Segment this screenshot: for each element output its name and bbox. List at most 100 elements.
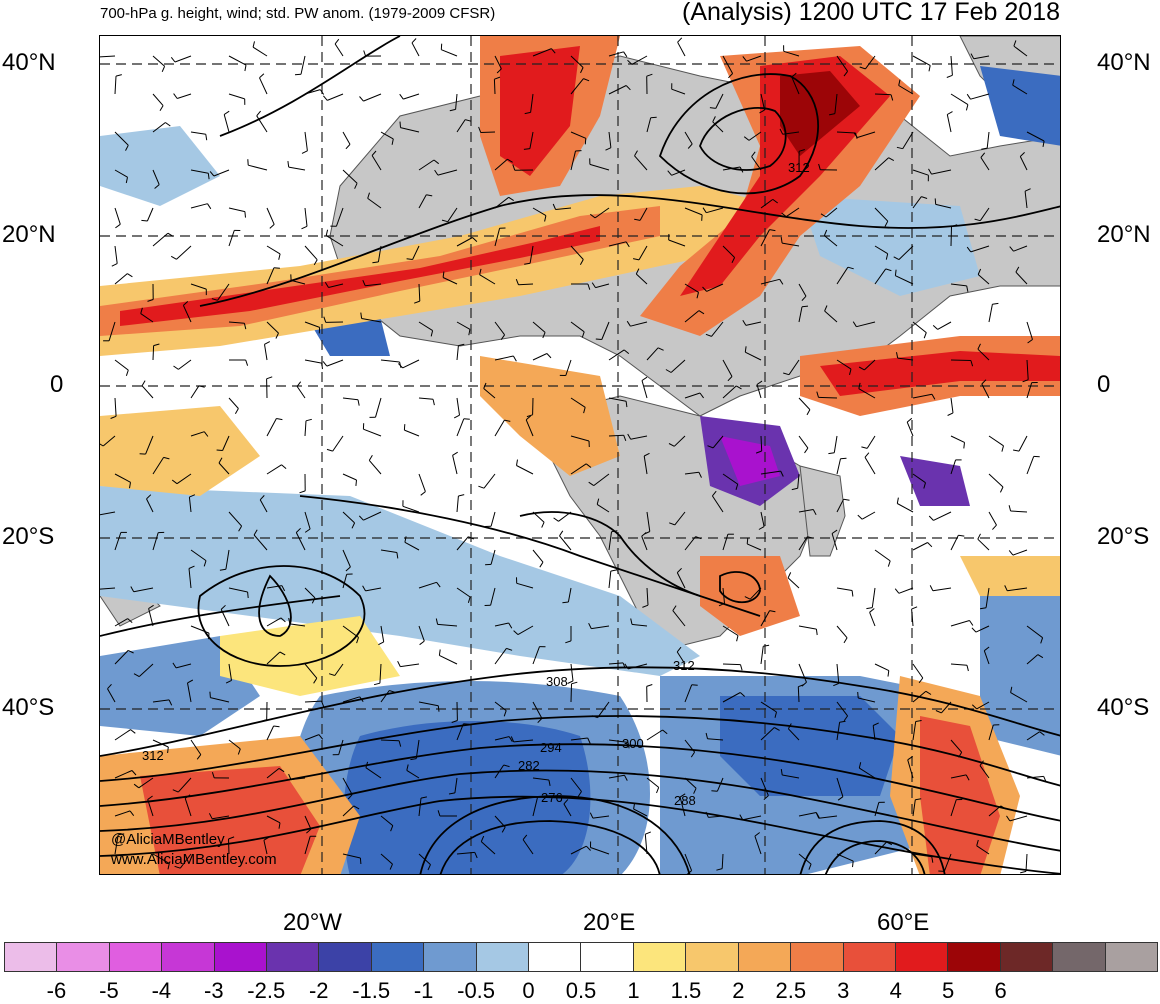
wind-barb-flag (807, 410, 810, 415)
wind-barb-flag (924, 333, 926, 339)
wind-barb-flag (747, 538, 748, 544)
wind-barb (267, 465, 282, 474)
wind-barb (971, 94, 990, 99)
lat-label-left: 40°N (2, 51, 56, 75)
wind-barb (376, 398, 382, 417)
wind-barb (951, 621, 970, 627)
colorbar-cell (57, 943, 109, 971)
wind-barb (875, 550, 890, 561)
wind-barb (533, 354, 547, 361)
wind-barb (327, 94, 343, 100)
wind-barb (115, 398, 116, 416)
wind-barb (412, 43, 419, 56)
wind-barb (875, 664, 889, 671)
wind-barb-flag (478, 486, 484, 488)
wind-barb-flag (841, 458, 847, 459)
wind-barb-flag (861, 447, 867, 449)
colorbar-label: 0 (522, 978, 534, 1004)
wind-barb-flag (323, 96, 327, 101)
wind-barb-flag (420, 641, 425, 645)
wind-barb-flag (554, 518, 559, 521)
wind-barb (400, 664, 419, 667)
wind-barb-flag (112, 264, 117, 267)
wind-barb (229, 94, 245, 99)
lat-label-left: 20°N (2, 223, 56, 247)
wind-barb-flag (852, 591, 853, 597)
wind-barb (913, 664, 923, 678)
wind-barb-flag (947, 112, 952, 115)
colorbar-label: -2.5 (247, 978, 285, 1004)
wind-barb-flag (645, 832, 651, 834)
wind-barb (484, 474, 495, 488)
contour-label: 312 (673, 658, 695, 673)
wind-barb-flag (433, 399, 434, 405)
wind-barb (899, 588, 913, 593)
wind-barb-flag (253, 41, 254, 47)
wind-barb-flag (454, 415, 459, 418)
wind-barb (178, 360, 191, 369)
wind-barb-flag (888, 671, 889, 677)
wind-barb (933, 512, 951, 520)
wind-barb (951, 227, 952, 247)
colorbar-label: 2.5 (776, 978, 807, 1004)
wind-barb (571, 684, 572, 702)
colorbar-label: 0.5 (566, 978, 597, 1004)
wind-barb (175, 56, 191, 62)
colorbar-cell (844, 943, 896, 971)
wind-barb (870, 612, 875, 626)
wind-barb (457, 346, 458, 360)
lat-label-right: 0 (1097, 373, 1110, 397)
wind-barb (305, 246, 317, 260)
wind-barb (115, 76, 116, 94)
wind-barb-flag (929, 516, 933, 520)
wind-barb-flag (802, 306, 808, 307)
lat-label-right: 40°S (1097, 696, 1149, 720)
contour-label: 288 (674, 793, 696, 808)
wind-barb-flag (326, 230, 327, 236)
wind-barb-flag (421, 492, 426, 496)
wind-barb (229, 208, 245, 212)
right-title: (Analysis) 1200 UTC 17 Feb 2018 (682, 0, 1060, 27)
wind-barb-flag (400, 94, 404, 99)
wind-barb (260, 78, 268, 94)
wind-barb-flag (265, 342, 270, 345)
wind-barb (799, 398, 810, 410)
colorbar-cell (1106, 943, 1157, 971)
lon-label: 60°E (877, 909, 929, 937)
wind-barb-flag (295, 74, 301, 75)
wind-barb-flag (257, 111, 261, 116)
wind-barb (495, 420, 504, 436)
wind-barb (267, 419, 276, 437)
wind-barb (253, 47, 267, 56)
colorbar-label: 6 (995, 978, 1007, 1004)
wind-barb (343, 474, 357, 480)
colorbar-label: -0.5 (457, 978, 495, 1004)
wind-barb-flag (958, 535, 964, 536)
wind-barb-flag (1013, 450, 1019, 451)
wind-barb (333, 436, 343, 451)
wind-barb (191, 204, 208, 208)
wind-barb-flag (160, 106, 163, 111)
wind-barb (867, 436, 875, 448)
wind-barb (224, 115, 229, 133)
wind-barb-flag (235, 409, 238, 414)
wind-barb-flag (162, 66, 164, 72)
wind-barb (819, 397, 838, 398)
wind-barb-flag (844, 499, 850, 500)
wind-barb-flag (935, 198, 936, 204)
colorbar-cell (424, 943, 476, 971)
wind-barb (153, 346, 154, 360)
wind-barb-flag (453, 452, 458, 455)
wind-barb (913, 543, 928, 551)
wind-barb-flag (624, 52, 627, 57)
wind-barb (229, 230, 234, 246)
wind-barb-flag (513, 356, 516, 361)
colorbar-cell (110, 943, 162, 971)
wind-barb (609, 571, 611, 588)
wind-barb (912, 609, 913, 626)
wind-barb-flag (948, 413, 953, 416)
wind-barb (1027, 456, 1034, 474)
wind-barb-flag (972, 628, 976, 632)
wind-barb (343, 132, 350, 144)
wind-barb (404, 430, 419, 436)
